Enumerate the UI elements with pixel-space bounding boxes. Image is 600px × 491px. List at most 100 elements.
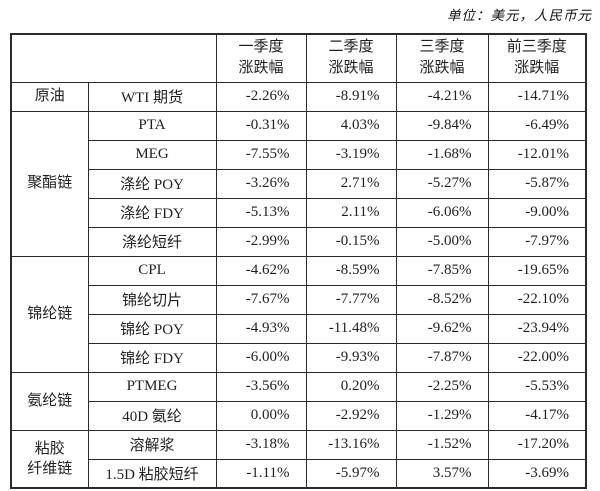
table-row: MEG -7.55% -3.19% -1.68% -12.01% <box>11 139 587 170</box>
price-change-table: 一季度 涨跌幅 二季度 涨跌幅 三季度 涨跌幅 前三季度 涨跌幅 原油 WTI 期… <box>10 33 587 489</box>
header-first-three-quarters: 前三季度 涨跌幅 <box>487 33 587 83</box>
product-label: 锦纶切片 <box>87 284 217 315</box>
product-label: 锦纶 POY <box>87 313 217 344</box>
product-label: 1.5D 粘胶短纤 <box>87 458 217 489</box>
value-cell: -8.91% <box>305 81 397 112</box>
value-cell: -2.99% <box>215 226 307 257</box>
product-label: 涤纶短纤 <box>87 226 217 257</box>
product-label: 锦纶 FDY <box>87 342 217 373</box>
value-cell: -6.49% <box>487 110 587 141</box>
table-row: 锦纶 POY -4.93% -11.48% -9.62% -23.94% <box>11 313 587 344</box>
value-cell: -6.06% <box>395 197 489 228</box>
value-cell: -0.15% <box>305 226 397 257</box>
header-q1: 一季度 涨跌幅 <box>215 33 307 83</box>
value-cell: -11.48% <box>305 313 397 344</box>
value-cell: -9.93% <box>305 342 397 373</box>
value-cell: -2.26% <box>215 81 307 112</box>
value-cell: -1.52% <box>395 429 489 460</box>
value-cell: -23.94% <box>487 313 587 344</box>
value-cell: -19.65% <box>487 255 587 286</box>
header-row: 一季度 涨跌幅 二季度 涨跌幅 三季度 涨跌幅 前三季度 涨跌幅 <box>10 33 587 83</box>
table-row: 涤纶 POY -3.26% 2.71% -5.27% -5.87% <box>11 168 587 199</box>
value-cell: -8.52% <box>395 284 489 315</box>
value-cell: -3.69% <box>487 458 587 489</box>
value-cell: -4.93% <box>215 313 307 344</box>
header-q3: 三季度 涨跌幅 <box>395 33 489 83</box>
value-cell: -5.87% <box>487 168 587 199</box>
table-row: 锦纶切片 -7.67% -7.77% -8.52% -22.10% <box>11 284 587 315</box>
table-row: 涤纶短纤 -2.99% -0.15% -5.00% -7.97% <box>11 226 587 257</box>
value-cell: -2.25% <box>395 371 489 402</box>
value-cell: -1.29% <box>395 400 489 431</box>
product-label: PTMEG <box>87 371 217 402</box>
value-cell: -9.84% <box>395 110 489 141</box>
value-cell: 3.57% <box>395 458 489 489</box>
value-cell: 0.20% <box>305 371 397 402</box>
table-row: 锦纶链 CPL -4.62% -8.59% -7.85% -19.65% <box>10 255 587 373</box>
group-label: 粘胶 纤维链 <box>10 429 89 489</box>
value-cell: -14.71% <box>487 81 587 112</box>
value-cell: -3.18% <box>215 429 307 460</box>
value-cell: -5.53% <box>487 371 587 402</box>
value-cell: -7.67% <box>215 284 307 315</box>
header-corner-cell <box>10 33 217 83</box>
value-cell: -22.10% <box>487 284 587 315</box>
value-cell: 2.11% <box>305 197 397 228</box>
unit-label: 单位：美元，人民币元 <box>447 8 592 23</box>
value-cell: -3.26% <box>215 168 307 199</box>
group-label: 原油 <box>10 81 89 112</box>
value-cell: -7.87% <box>395 342 489 373</box>
product-label: WTI 期货 <box>87 81 217 112</box>
value-cell: -5.97% <box>305 458 397 489</box>
value-cell: -4.21% <box>395 81 489 112</box>
table-body: 原油 WTI 期货 -2.26% -8.91% -4.21% -14.71% 聚酯链 PTA -… <box>10 81 587 489</box>
product-label: 溶解浆 <box>87 429 217 460</box>
value-cell: -8.59% <box>305 255 397 286</box>
product-label: 涤纶 FDY <box>87 197 217 228</box>
header-q2: 二季度 涨跌幅 <box>305 33 397 83</box>
value-cell: -0.31% <box>215 110 307 141</box>
value-cell: -12.01% <box>487 139 587 170</box>
table-row: 粘胶 纤维链 溶解浆 -3.18% -13.16% -1.52% -17.20% <box>10 429 587 489</box>
group-label: 锦纶链 <box>10 255 89 373</box>
table-row: 锦纶 FDY -6.00% -9.93% -7.87% -22.00% <box>11 342 587 373</box>
value-cell: -22.00% <box>487 342 587 373</box>
value-cell: -7.77% <box>305 284 397 315</box>
value-cell: -4.17% <box>487 400 587 431</box>
value-cell: -9.00% <box>487 197 587 228</box>
table-row: 40D 氨纶 0.00% -2.92% -1.29% -4.17% <box>11 400 587 431</box>
value-cell: -1.11% <box>215 458 307 489</box>
value-cell: -3.19% <box>305 139 397 170</box>
value-cell: -6.00% <box>215 342 307 373</box>
table-header: 一季度 涨跌幅 二季度 涨跌幅 三季度 涨跌幅 前三季度 涨跌幅 <box>10 33 587 83</box>
value-cell: -7.55% <box>215 139 307 170</box>
table-row: 聚酯链 PTA -0.31% 4.03% -9.84% -6.49% <box>10 110 587 257</box>
product-label: CPL <box>87 255 217 286</box>
value-cell: -4.62% <box>215 255 307 286</box>
product-label: 40D 氨纶 <box>87 400 217 431</box>
value-cell: 0.00% <box>215 400 307 431</box>
table-row: 涤纶 FDY -5.13% 2.11% -6.06% -9.00% <box>11 197 587 228</box>
value-cell: -17.20% <box>487 429 587 460</box>
value-cell: -1.68% <box>395 139 489 170</box>
product-label: PTA <box>87 110 217 141</box>
value-cell: -9.62% <box>395 313 489 344</box>
value-cell: 4.03% <box>305 110 397 141</box>
group-label: 氨纶链 <box>10 371 89 431</box>
table-row: 氨纶链 PTMEG -3.56% 0.20% -2.25% -5.53% <box>10 371 587 431</box>
value-cell: -7.85% <box>395 255 489 286</box>
product-label: 涤纶 POY <box>87 168 217 199</box>
value-cell: -5.13% <box>215 197 307 228</box>
product-label: MEG <box>87 139 217 170</box>
value-cell: -3.56% <box>215 371 307 402</box>
group-label: 聚酯链 <box>10 110 89 257</box>
value-cell: -13.16% <box>305 429 397 460</box>
value-cell: -5.00% <box>395 226 489 257</box>
value-cell: -5.27% <box>395 168 489 199</box>
value-cell: -2.92% <box>305 400 397 431</box>
value-cell: 2.71% <box>305 168 397 199</box>
table-row: 原油 WTI 期货 -2.26% -8.91% -4.21% -14.71% <box>10 81 587 112</box>
table-row: 1.5D 粘胶短纤 -1.11% -5.97% 3.57% -3.69% <box>11 458 587 489</box>
value-cell: -7.97% <box>487 226 587 257</box>
